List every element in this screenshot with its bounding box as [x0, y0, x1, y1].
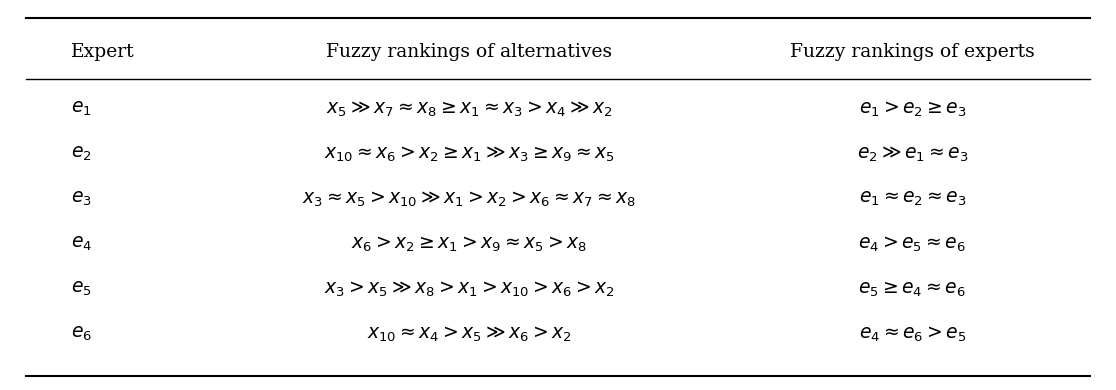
Text: $x_3 > x_5 \gg x_8 > x_1 > x_{10} > x_6 > x_2$: $x_3 > x_5 \gg x_8 > x_1 > x_{10} > x_6 …	[324, 280, 615, 299]
Text: $x_5 \gg x_7 \approx x_8 \geq x_1 \approx x_3 > x_4 \gg x_2$: $x_5 \gg x_7 \approx x_8 \geq x_1 \appro…	[326, 99, 613, 119]
Text: $e_4 > e_5 \approx e_6$: $e_4 > e_5 \approx e_6$	[858, 234, 966, 254]
Text: $e_1 \approx e_2 \approx e_3$: $e_1 \approx e_2 \approx e_3$	[858, 190, 966, 208]
Text: Expert: Expert	[70, 43, 134, 61]
Text: $e_5$: $e_5$	[70, 280, 92, 298]
Text: Fuzzy rankings of alternatives: Fuzzy rankings of alternatives	[326, 43, 613, 61]
Text: $e_5 \geq e_4 \approx e_6$: $e_5 \geq e_4 \approx e_6$	[858, 280, 966, 299]
Text: $e_2$: $e_2$	[70, 145, 92, 163]
Text: $e_3$: $e_3$	[70, 190, 92, 208]
Text: $x_3 \approx x_5 > x_{10} \gg x_1 > x_2 > x_6 \approx x_7 \approx x_8$: $x_3 \approx x_5 > x_{10} \gg x_1 > x_2 …	[302, 190, 636, 209]
Text: $e_2 \gg e_1 \approx e_3$: $e_2 \gg e_1 \approx e_3$	[857, 145, 969, 164]
Text: $e_1 > e_2 \geq e_3$: $e_1 > e_2 \geq e_3$	[858, 99, 966, 119]
Text: $e_4$: $e_4$	[70, 235, 92, 254]
Text: $e_6$: $e_6$	[70, 325, 92, 344]
Text: $x_{10} \approx x_4 > x_5 \gg x_6 > x_2$: $x_{10} \approx x_4 > x_5 \gg x_6 > x_2$	[367, 324, 571, 344]
Text: $e_4 \approx e_6 > e_5$: $e_4 \approx e_6 > e_5$	[858, 324, 966, 344]
Text: $x_{10} \approx x_6 > x_2 \geq x_1 \gg x_3 \geq x_9 \approx x_5$: $x_{10} \approx x_6 > x_2 \geq x_1 \gg x…	[324, 145, 615, 164]
Text: $e_1$: $e_1$	[70, 100, 92, 118]
Text: $x_6 > x_2 \geq x_1 > x_9 \approx x_5 > x_8$: $x_6 > x_2 \geq x_1 > x_9 \approx x_5 > …	[352, 234, 587, 254]
Text: Fuzzy rankings of experts: Fuzzy rankings of experts	[790, 43, 1035, 61]
